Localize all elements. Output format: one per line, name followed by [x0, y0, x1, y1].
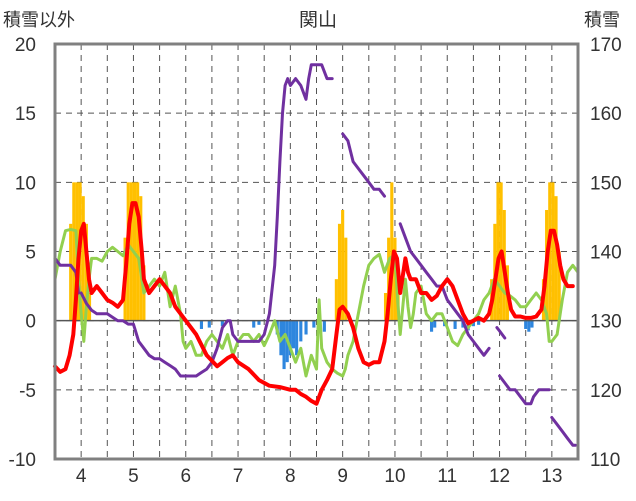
right-tick-label: 150: [590, 173, 622, 194]
temperature-line: [53, 201, 575, 406]
right-axis-title: 積雪: [584, 10, 620, 30]
snowfall-bar: [72, 182, 76, 321]
left-tick-label: -5: [19, 381, 36, 402]
x-tick-label: 4: [76, 466, 87, 487]
snowmelt-bar: [530, 320, 534, 328]
snowmelt-bar: [207, 320, 211, 328]
snowmelt-bar: [312, 320, 316, 328]
snowfall-bar: [383, 293, 388, 321]
snowmelt-bar: [288, 320, 292, 356]
left-tick-label: 0: [25, 312, 36, 333]
snow_depth-line: [398, 222, 491, 357]
left-tick-label: -10: [9, 450, 36, 471]
x-tick-label: 10: [384, 466, 405, 487]
x-tick-label: 12: [489, 466, 510, 487]
x-tick-label: 8: [285, 466, 296, 487]
left-axis-title: 積雪以外: [3, 10, 75, 30]
left-tick-label: 5: [25, 243, 36, 264]
snowfall-bar: [337, 223, 342, 321]
snowmelt-bar: [304, 320, 308, 335]
snowfall-bar: [69, 223, 73, 321]
snowmelt-bar: [199, 320, 204, 329]
series-lines: [53, 63, 580, 447]
x-tick-label: 7: [233, 466, 244, 487]
right-tick-label: 140: [590, 243, 622, 264]
snowmelt-bar: [220, 320, 224, 327]
right-tick-label: 170: [590, 35, 622, 56]
x-tick-label: 11: [437, 466, 457, 487]
x-tick-label: 9: [337, 466, 348, 487]
left-tick-label: 15: [15, 104, 36, 125]
x-tick-label: 13: [541, 466, 562, 487]
snowmelt-bar: [299, 320, 303, 342]
snow_depth-line: [79, 63, 334, 378]
right-axis-ticks: 110 120 130 140 150 160 170: [590, 35, 622, 471]
snow_depth-line: [550, 416, 577, 447]
snowfall-bar: [344, 237, 348, 321]
snowfall-bar: [551, 182, 555, 321]
snowfall-bar: [387, 237, 391, 321]
snowfall-bar: [334, 279, 338, 321]
x-tick-label: 5: [128, 466, 139, 487]
dewpoint-line: [53, 227, 580, 378]
snowfall-bar: [390, 182, 394, 321]
snowmelt-bar: [429, 320, 434, 332]
snowmelt-bar: [527, 320, 531, 332]
snowmelt-bar: [322, 320, 326, 332]
snow_depth-line: [495, 326, 507, 340]
right-tick-label: 130: [590, 312, 622, 333]
snowfall-bar: [136, 182, 140, 321]
snowfall-bar: [81, 196, 85, 321]
snowfall-bar: [341, 210, 345, 321]
snowmelt-bar: [471, 320, 475, 327]
snowfall-bar: [129, 182, 133, 321]
snowmelt-bar: [291, 320, 296, 349]
grid: [55, 44, 578, 459]
snowfall-bar: [557, 251, 561, 321]
right-tick-label: 120: [590, 381, 622, 402]
snowmelt-bar: [252, 320, 256, 328]
left-tick-label: 10: [15, 173, 36, 194]
snow_depth-line: [498, 374, 551, 406]
right-tick-label: 110: [590, 450, 620, 471]
snowfall-bar: [548, 182, 552, 321]
snowmelt-bar: [477, 320, 481, 325]
snowmelt-bar: [524, 320, 528, 329]
snowmelt-bar: [295, 320, 299, 356]
snowmelt-bar: [257, 320, 261, 325]
snowfall-bar: [496, 182, 500, 321]
x-tick-label: 6: [180, 466, 191, 487]
snowmelt-bar: [282, 320, 286, 370]
plot-frame: [53, 42, 580, 461]
snow_depth-line: [341, 132, 386, 198]
snowfall-bar: [554, 196, 558, 321]
left-tick-label: 20: [15, 35, 36, 56]
x-axis-ticks: 4 5 6 7 8 9 10 11 12 13: [76, 466, 563, 487]
right-tick-label: 160: [590, 104, 622, 125]
snowmelt-bar: [433, 320, 437, 328]
snowmelt-bar: [453, 320, 457, 329]
chart-title: 関山: [299, 9, 337, 31]
left-axis-ticks: -10 -5 0 5 10 15 20: [9, 35, 36, 471]
